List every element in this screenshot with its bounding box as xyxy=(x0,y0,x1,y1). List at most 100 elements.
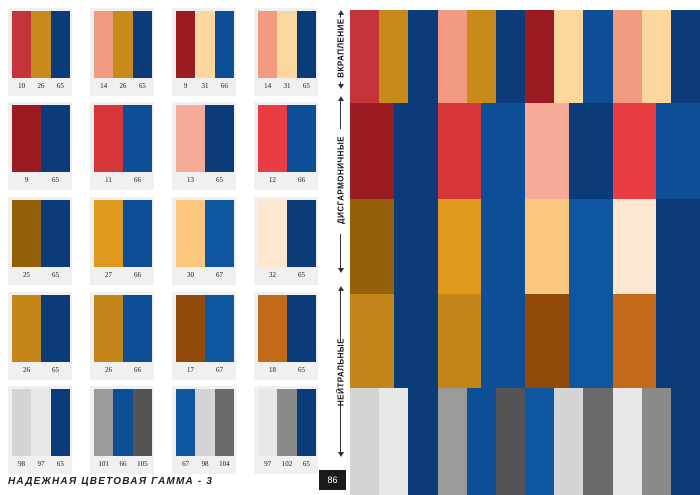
mosaic-block xyxy=(466,10,496,103)
swatch-card: 26 65 xyxy=(8,292,72,380)
swatch-strip xyxy=(94,389,152,456)
swatch-strip xyxy=(176,389,234,456)
swatch-strip xyxy=(176,295,234,362)
mosaic-block xyxy=(612,199,657,294)
mosaic-block xyxy=(437,388,467,495)
swatch-strip xyxy=(176,105,234,172)
color-swatch xyxy=(123,200,152,267)
swatch-strip xyxy=(12,11,70,78)
color-swatch xyxy=(31,11,51,78)
swatch-code: 26 xyxy=(23,366,30,374)
swatch-code: 18 xyxy=(269,366,276,374)
swatch-code: 9 xyxy=(24,176,29,184)
swatch-strip xyxy=(12,200,70,267)
swatch-code: 30 xyxy=(187,271,194,279)
mosaic-block xyxy=(437,10,467,103)
mosaic-block xyxy=(612,388,642,495)
swatch-code: 67 xyxy=(216,366,223,374)
mosaic-block xyxy=(568,294,613,388)
swatch-code: 65 xyxy=(138,82,146,90)
mosaic-block xyxy=(350,199,394,294)
color-mosaic xyxy=(350,10,700,495)
swatch-code: 17 xyxy=(187,366,194,374)
swatch-codes: 10 26 65 xyxy=(12,80,70,92)
swatch-code: 26 xyxy=(37,82,45,90)
color-swatch xyxy=(123,295,152,362)
swatch-codes: 67 98 104 xyxy=(176,458,234,470)
color-swatch xyxy=(41,105,70,172)
color-swatch xyxy=(258,200,287,267)
arrow-down-icon xyxy=(338,268,344,273)
bracket-line xyxy=(340,101,341,129)
swatch-strip xyxy=(94,105,152,172)
mosaic-block xyxy=(393,294,438,388)
mosaic-row xyxy=(350,199,700,294)
color-swatch xyxy=(12,200,41,267)
swatch-strip xyxy=(12,389,70,456)
swatch-code: 65 xyxy=(52,366,59,374)
mosaic-row xyxy=(350,388,700,495)
swatch-strip xyxy=(12,295,70,362)
mosaic-block xyxy=(583,10,613,103)
swatch-card: 32 65 xyxy=(254,197,318,285)
swatch-code: 13 xyxy=(187,176,194,184)
mosaic-block xyxy=(408,10,438,103)
swatch-card: 10 26 65 xyxy=(8,8,72,96)
mosaic-block xyxy=(481,199,525,294)
swatch-code: 104 xyxy=(219,460,230,468)
color-swatch xyxy=(277,11,297,78)
color-swatch xyxy=(132,11,152,78)
color-swatch xyxy=(258,295,287,362)
swatch-card: 18 65 xyxy=(254,292,318,380)
mosaic-row xyxy=(350,103,700,199)
color-swatch xyxy=(132,389,152,456)
group-label-inclusion: ВКРАПЛЕНИЕ xyxy=(336,18,346,78)
mosaic-block xyxy=(379,388,409,495)
swatch-card: 101 66 105 xyxy=(90,386,154,474)
swatch-card: 25 65 xyxy=(8,197,72,285)
swatch-code: 66 xyxy=(119,460,127,468)
color-swatch xyxy=(94,105,123,172)
swatch-code: 67 xyxy=(216,271,223,279)
mosaic-block xyxy=(656,199,700,294)
mosaic-block xyxy=(568,199,613,294)
mosaic-row xyxy=(350,10,700,103)
swatch-codes: 26 66 xyxy=(94,364,152,376)
arrow-up-icon xyxy=(338,286,344,291)
page-caption: НАДЕЖНАЯ ЦВЕТОВАЯ ГАММА - 3 xyxy=(8,476,214,487)
swatch-card: 13 65 xyxy=(172,102,236,190)
swatch-code: 31 xyxy=(201,82,209,90)
swatch-code: 66 xyxy=(298,176,305,184)
color-swatch xyxy=(205,200,234,267)
swatch-code: 25 xyxy=(23,271,30,279)
swatch-code: 65 xyxy=(52,176,59,184)
mosaic-block xyxy=(612,10,642,103)
color-swatch xyxy=(258,105,287,172)
color-swatch xyxy=(258,389,278,456)
color-swatch xyxy=(94,389,114,456)
swatch-code: 65 xyxy=(52,271,59,279)
swatch-codes: 14 31 65 xyxy=(258,80,316,92)
swatch-codes: 18 65 xyxy=(258,364,316,376)
color-swatch xyxy=(258,11,278,78)
swatch-strip xyxy=(94,295,152,362)
left-page: 10 26 65 14 26 65 9 31 66 14 31 65 9 65 11 66 13 65 12 66 25… xyxy=(8,8,346,490)
color-swatch xyxy=(205,105,234,172)
swatch-code: 10 xyxy=(18,82,26,90)
color-swatch xyxy=(12,389,32,456)
swatch-strip xyxy=(258,389,316,456)
color-swatch xyxy=(94,11,114,78)
mosaic-block xyxy=(525,10,555,103)
arrow-down-icon xyxy=(338,84,344,89)
swatch-codes: 17 67 xyxy=(176,364,234,376)
mosaic-block xyxy=(393,103,438,199)
page-number: 86 xyxy=(327,475,338,485)
swatch-codes: 27 66 xyxy=(94,269,152,281)
color-swatch xyxy=(176,295,205,362)
mosaic-block xyxy=(437,199,482,294)
mosaic-block xyxy=(641,10,671,103)
mosaic-block xyxy=(437,103,482,199)
mosaic-block xyxy=(583,388,613,495)
swatch-code: 65 xyxy=(302,82,310,90)
mosaic-block xyxy=(466,388,496,495)
